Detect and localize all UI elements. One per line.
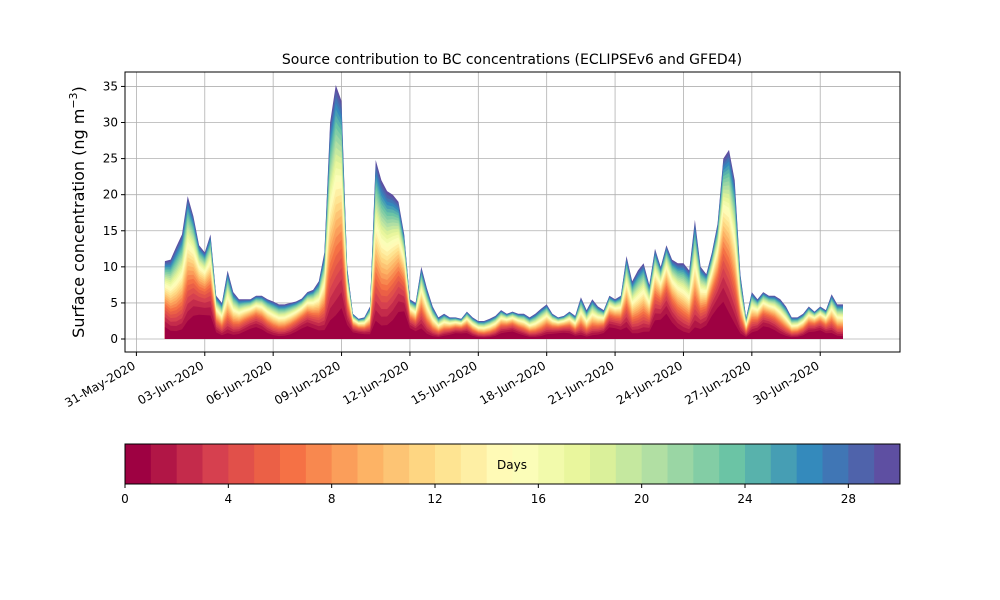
y-axis-label-text: Surface concentration (ng m: [69, 109, 88, 338]
colorbar-cell: [745, 444, 772, 484]
y-tick-label: 10: [103, 260, 118, 274]
colorbar-cell: [590, 444, 617, 484]
colorbar-cell: [228, 444, 255, 484]
colorbar-tick-label: 16: [531, 492, 546, 506]
colorbar-cell: [486, 444, 513, 484]
colorbar-tick-label: 12: [427, 492, 442, 506]
plot-frame: [124, 71, 901, 353]
axes: [124, 71, 901, 353]
chart-title: Source contribution to BC concentrations…: [282, 52, 742, 68]
colorbar-tick-label: 24: [737, 492, 752, 506]
x-tick-label: 12-Jun-2020: [340, 358, 411, 407]
y-tick-label: 20: [103, 188, 118, 202]
colorbar-cell: [874, 444, 901, 484]
colorbar-cell: [254, 444, 281, 484]
y-axis-label-exponent: −3: [67, 92, 80, 108]
colorbar-cell: [331, 444, 358, 484]
colorbar-cell: [693, 444, 720, 484]
colorbar-cell: [615, 444, 643, 484]
x-tick-label: 03-Jun-2020: [135, 358, 206, 407]
stacked-areas: [164, 85, 843, 340]
x-tick-label: 24-Jun-2020: [614, 358, 685, 407]
x-ticks: 31-May-202003-Jun-202006-Jun-202009-Jun-…: [62, 352, 822, 410]
colorbar-cell: [409, 444, 436, 484]
colorbar-cell: [564, 444, 591, 484]
colorbar-cell: [150, 444, 178, 484]
colorbar-cell: [305, 444, 333, 484]
colorbar-cell: [125, 444, 152, 484]
x-tick-label: 09-Jun-2020: [272, 358, 343, 407]
colorbar-cell: [435, 444, 462, 484]
x-tick-label: 21-Jun-2020: [546, 358, 617, 407]
colorbar-cell: [770, 444, 798, 484]
colorbar-cell: [719, 444, 746, 484]
colorbar-ticks: 0 4 8 12 16 20 24 28: [121, 484, 856, 506]
y-tick-label: 30: [103, 116, 118, 130]
area-band-day-0: [164, 301, 843, 339]
x-tick-label: 06-Jun-2020: [204, 358, 275, 407]
colorbar-cells: [125, 444, 901, 484]
colorbar-cell: [848, 444, 875, 484]
colorbar-cell: [822, 444, 849, 484]
y-tick-label: 35: [103, 79, 118, 93]
colorbar-cell: [667, 444, 694, 484]
colorbar-cell: [202, 444, 229, 484]
x-tick-label: 15-Jun-2020: [409, 358, 480, 407]
colorbar-cell: [641, 444, 668, 484]
colorbar-cell: [176, 444, 203, 484]
colorbar-tick-label: 4: [225, 492, 233, 506]
colorbar-tick-label: 8: [328, 492, 336, 506]
colorbar-tick-label: 0: [121, 492, 129, 506]
colorbar: Days 0 4 8 12 16 20 24 28: [121, 443, 901, 506]
colorbar-label: Days: [497, 458, 527, 472]
y-tick-label: 5: [110, 296, 118, 310]
colorbar-cell: [383, 444, 410, 484]
y-tick-label: 0: [110, 332, 118, 346]
x-tick-label: 18-Jun-2020: [477, 358, 548, 407]
colorbar-cell: [460, 444, 488, 484]
colorbar-tick-label: 28: [841, 492, 856, 506]
colorbar-cell: [538, 444, 565, 484]
colorbar-frame: [124, 443, 901, 485]
x-tick-label: 27-Jun-2020: [682, 358, 753, 407]
colorbar-cell: [280, 444, 307, 484]
y-tick-label: 15: [103, 224, 118, 238]
y-axis-label: Surface concentration (ng m−3): [67, 86, 88, 338]
colorbar-cell: [357, 444, 384, 484]
colorbar-tick-label: 20: [634, 492, 649, 506]
colorbar-cell: [512, 444, 539, 484]
y-tick-label: 25: [103, 152, 118, 166]
x-tick-label: 30-Jun-2020: [751, 358, 822, 407]
y-ticks: 0 5 10 15 20 25 30 35: [103, 79, 125, 346]
x-tick-label: 31-May-2020: [62, 358, 137, 410]
colorbar-cell: [796, 444, 823, 484]
y-axis-label-close: ): [69, 86, 88, 92]
